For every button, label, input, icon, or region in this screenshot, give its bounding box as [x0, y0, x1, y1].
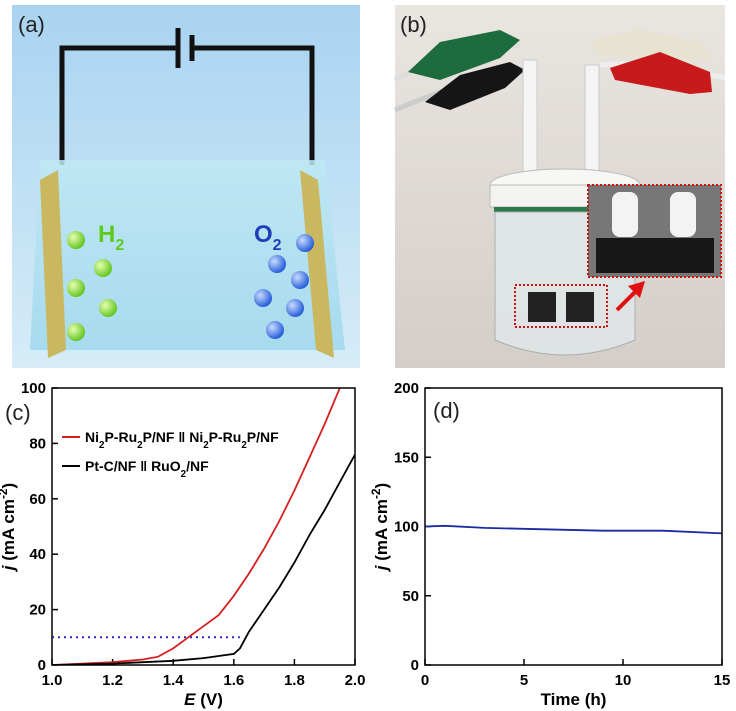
x-tick-label: 15 [714, 672, 731, 689]
panel-label: (c) [5, 400, 31, 425]
beaker [30, 160, 345, 350]
panel-label: (b) [400, 12, 427, 37]
wire [192, 45, 315, 165]
inset-holder [612, 192, 638, 237]
clip-red [610, 52, 712, 94]
bubble [266, 321, 284, 339]
y-tick-label: 60 [29, 491, 46, 508]
clip-white [590, 30, 712, 60]
h2-label: H2 [98, 221, 124, 254]
y-tick-label: 20 [29, 602, 46, 619]
h2-subscript: 2 [115, 237, 124, 254]
x-tick-label: 1.2 [102, 672, 123, 689]
seal [494, 207, 636, 212]
y-tick-label: 0 [38, 657, 46, 674]
y-axis-label: j (mA cm-2) [369, 483, 391, 572]
o2-label: O2 [254, 221, 282, 254]
series-line [425, 524, 722, 535]
nickel-foam [566, 292, 594, 322]
inset-foam [596, 238, 714, 273]
y-axis-label: j (mA cm-2) [0, 483, 18, 572]
bubble [286, 299, 304, 317]
panel-label: (a) [18, 12, 45, 37]
y-tick-label: 100 [21, 380, 46, 397]
y-tick-label: 200 [394, 380, 419, 397]
o2-subscript: 2 [273, 237, 282, 254]
clip-green [408, 30, 520, 80]
charts: 1.0 1.2 1.4 1.6 1.8 2.0020406080100Ni2P-Ru2P/… [0, 380, 730, 709]
x-tick-label: 1.6 [223, 672, 244, 689]
x-tick-label: 2.0 [345, 672, 366, 689]
electrode [300, 170, 334, 358]
bubble [67, 323, 85, 341]
wire [59, 45, 178, 165]
x-tick-label: 1.8 [284, 672, 305, 689]
y-tick-label: 80 [29, 435, 46, 452]
legend-label: Pt-C/NF ǁ RuO2/NF [85, 458, 209, 480]
bubble [99, 299, 117, 317]
highlight-box [514, 284, 608, 328]
axes-frame [424, 387, 723, 666]
bubble [296, 234, 314, 252]
x-tick-label: 5 [520, 672, 528, 689]
bubble [67, 279, 85, 297]
panel-b: (b) [393, 5, 726, 368]
o2-letter: O [254, 221, 273, 248]
nickel-foam [528, 292, 556, 322]
x-tick-label: 10 [615, 672, 632, 689]
electrode [40, 170, 66, 358]
y-tick-label: 50 [402, 588, 419, 605]
x-axis-label: Time (h) [541, 690, 607, 709]
x-axis-label: E (V) [184, 690, 223, 709]
axes-frame [51, 387, 356, 666]
y-tick-label: 40 [29, 546, 46, 563]
y-tick-label: 100 [394, 519, 419, 536]
bubble [67, 231, 85, 249]
bubble [94, 259, 112, 277]
h2-letter: H [98, 221, 115, 248]
legend-label: Ni2P-Ru2P/NF ǁ Ni2P-Ru2P/NF [85, 429, 279, 451]
x-tick-label: 1.0 [42, 672, 63, 689]
y-tick-label: 150 [394, 449, 419, 466]
arrow-head [628, 281, 645, 298]
electrode-holder [584, 64, 600, 181]
clip-black [425, 62, 525, 110]
x-tick-label: 0 [421, 672, 429, 689]
bubble [254, 289, 272, 307]
panel-a: (a) H2 O2 [12, 5, 360, 368]
y-tick-label: 0 [411, 657, 419, 674]
inset-holder [670, 192, 696, 237]
panel-label: (d) [433, 398, 460, 423]
electrode-holder [522, 59, 538, 181]
series-line [52, 454, 355, 665]
series-line [52, 388, 341, 665]
bubble [291, 271, 309, 289]
x-tick-label: 1.4 [163, 672, 185, 689]
bubble [268, 255, 286, 273]
